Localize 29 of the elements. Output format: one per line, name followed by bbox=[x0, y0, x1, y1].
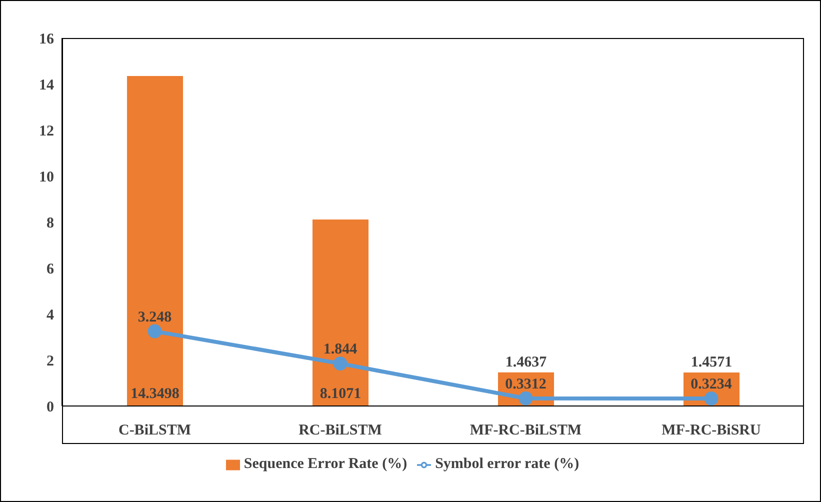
bar bbox=[312, 220, 368, 406]
y-tick-label: 4 bbox=[46, 307, 54, 324]
point bbox=[518, 391, 533, 406]
data-label: 0.3312 bbox=[505, 376, 546, 392]
y-tick-label: 2 bbox=[46, 353, 54, 370]
bar bbox=[127, 76, 183, 406]
point bbox=[333, 356, 348, 371]
data-label: 14.3498 bbox=[130, 386, 180, 402]
x-tick-label: MF-RC-BiLSTM bbox=[470, 422, 582, 439]
legend-label: Symbol error rate (%) bbox=[435, 456, 580, 472]
x-tick-label: C-BiLSTM bbox=[118, 422, 192, 439]
data-label: 1.4637 bbox=[505, 354, 548, 370]
y-tick-label: 10 bbox=[39, 169, 54, 186]
point bbox=[148, 324, 162, 338]
point bbox=[704, 392, 718, 406]
data-label: 3.248 bbox=[138, 309, 172, 326]
y-tick-label: 6 bbox=[46, 261, 54, 278]
data-label: 0.3234 bbox=[690, 376, 732, 393]
x-tick-label: MF-RC-BiSRU bbox=[662, 422, 761, 439]
legend-label: Sequence Error Rate (%) bbox=[244, 456, 408, 472]
y-tick-label: 0 bbox=[46, 399, 54, 416]
y-tick-label: 16 bbox=[39, 31, 54, 48]
y-tick-label: 14 bbox=[39, 77, 54, 94]
x-tick-label: RC-BiLSTM bbox=[298, 422, 382, 439]
data-label: 1.844 bbox=[323, 342, 358, 358]
data-label: 1.4571 bbox=[690, 354, 732, 370]
data-label: 8.1071 bbox=[320, 386, 362, 402]
y-tick-label: 8 bbox=[46, 215, 54, 232]
y-tick-label: 12 bbox=[39, 123, 54, 140]
